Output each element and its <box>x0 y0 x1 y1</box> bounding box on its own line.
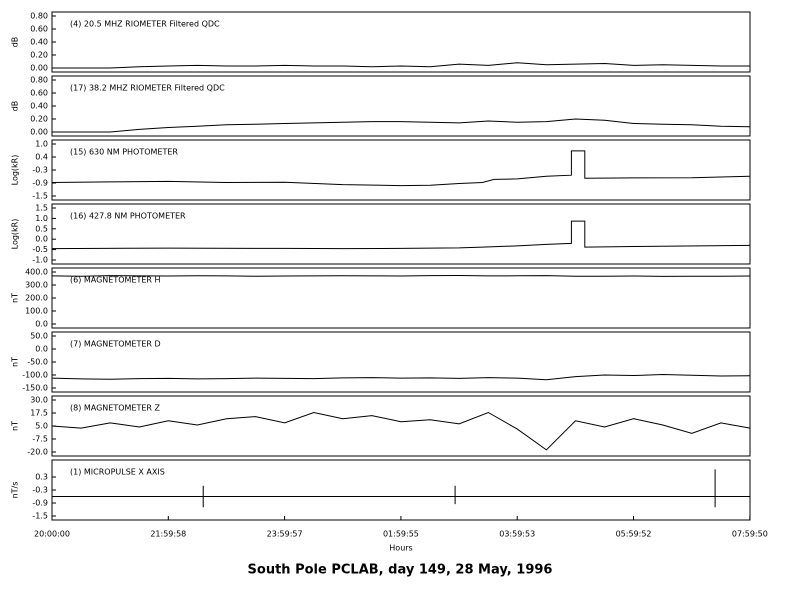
y-axis-label: dB <box>11 37 20 48</box>
y-tick-label: 50.0 <box>30 332 48 341</box>
y-tick-label: -0.3 <box>32 486 48 495</box>
y-tick-label: -150.0 <box>22 384 48 393</box>
y-tick-label: 0.4 <box>35 153 48 162</box>
y-tick-label: 5.0 <box>35 422 48 431</box>
y-axis-label: nT <box>11 357 20 367</box>
y-tick-label: 1.0 <box>35 140 48 149</box>
x-tick-label: 21:59:58 <box>150 530 186 539</box>
y-tick-label: 1.5 <box>35 204 48 213</box>
y-tick-label: 0.80 <box>30 76 48 85</box>
y-tick-label: -50.0 <box>27 358 48 367</box>
y-tick-label: -20.0 <box>27 448 48 457</box>
chart-title: South Pole PCLAB, day 149, 28 May, 1996 <box>248 563 553 578</box>
y-tick-label: 0.00 <box>30 128 48 137</box>
panel-frame <box>51 203 751 265</box>
x-tick-label: 20:00:00 <box>34 530 70 539</box>
y-tick-label: -1.5 <box>32 512 48 521</box>
y-tick-label: 0.0 <box>35 235 48 244</box>
panel-label: (15) 630 NM PHOTOMETER <box>70 148 178 157</box>
y-axis-label: nT <box>11 421 20 431</box>
y-tick-label: 0.40 <box>30 38 48 47</box>
y-tick-label: 100.0 <box>25 307 48 316</box>
data-line <box>51 411 751 451</box>
panel-label: (8) MAGNETOMETER Z <box>70 404 161 413</box>
x-tick-label: 03:59:53 <box>499 530 535 539</box>
y-tick-label: 0.60 <box>30 89 48 98</box>
y-tick-label: 0.0 <box>35 345 48 354</box>
y-tick-label: 0.20 <box>30 51 48 60</box>
y-axis-label: nT/s <box>11 482 20 499</box>
y-tick-label: 0.5 <box>35 224 48 233</box>
panel-label: (1) MICROPULSE X AXIS <box>70 468 165 477</box>
panel-label: (6) MAGNETOMETER H <box>70 276 161 285</box>
y-tick-label: -0.5 <box>32 245 48 254</box>
y-tick-label: 0.60 <box>30 25 48 34</box>
y-tick-label: 1.0 <box>35 214 48 223</box>
y-axis-label: dB <box>11 101 20 112</box>
panel-label: (7) MAGNETOMETER D <box>70 340 161 349</box>
data-line <box>52 469 750 508</box>
x-tick-label: 01:59:55 <box>383 530 419 539</box>
x-tick-label: 05:59:52 <box>616 530 652 539</box>
x-tick-label: 23:59:57 <box>267 530 303 539</box>
y-tick-label: 0.00 <box>30 64 48 73</box>
data-line <box>51 220 751 250</box>
y-tick-label: 300.0 <box>25 281 48 290</box>
y-tick-label: -0.9 <box>32 499 48 508</box>
y-tick-label: -1.0 <box>32 256 48 265</box>
y-tick-label: 0.0 <box>35 320 48 329</box>
y-tick-label: 400.0 <box>25 268 48 277</box>
data-line <box>51 150 751 187</box>
data-line <box>52 62 750 69</box>
y-tick-label: 0.80 <box>30 12 48 21</box>
panel-label: (17) 38.2 MHZ RIOMETER Filtered QDC <box>70 84 225 93</box>
y-axis-label: Log(kR) <box>11 219 20 250</box>
y-tick-label: 0.40 <box>30 102 48 111</box>
y-tick-label: -100.0 <box>22 371 48 380</box>
x-tick-label: 07:59:50 <box>732 530 768 539</box>
x-axis-label: Hours <box>389 544 412 553</box>
data-line <box>52 118 751 133</box>
y-tick-label: 0.3 <box>35 473 48 482</box>
data-line <box>51 274 751 277</box>
y-axis-label: nT <box>11 293 20 303</box>
data-line <box>51 373 751 381</box>
y-tick-label: -1.5 <box>32 192 48 201</box>
y-tick-label: 0.20 <box>30 115 48 124</box>
panel-label: (16) 427.8 NM PHOTOMETER <box>70 212 186 221</box>
y-tick-label: 30.0 <box>30 396 48 405</box>
y-tick-label: -0.9 <box>32 179 48 188</box>
y-tick-label: 17.5 <box>30 409 48 418</box>
y-tick-label: -7.5 <box>32 435 48 444</box>
panel-label: (4) 20.5 MHZ RIOMETER Filtered QDC <box>70 20 220 29</box>
y-tick-label: -0.3 <box>32 166 48 175</box>
y-axis-label: Log(kR) <box>11 155 20 186</box>
y-tick-label: 200.0 <box>25 294 48 303</box>
